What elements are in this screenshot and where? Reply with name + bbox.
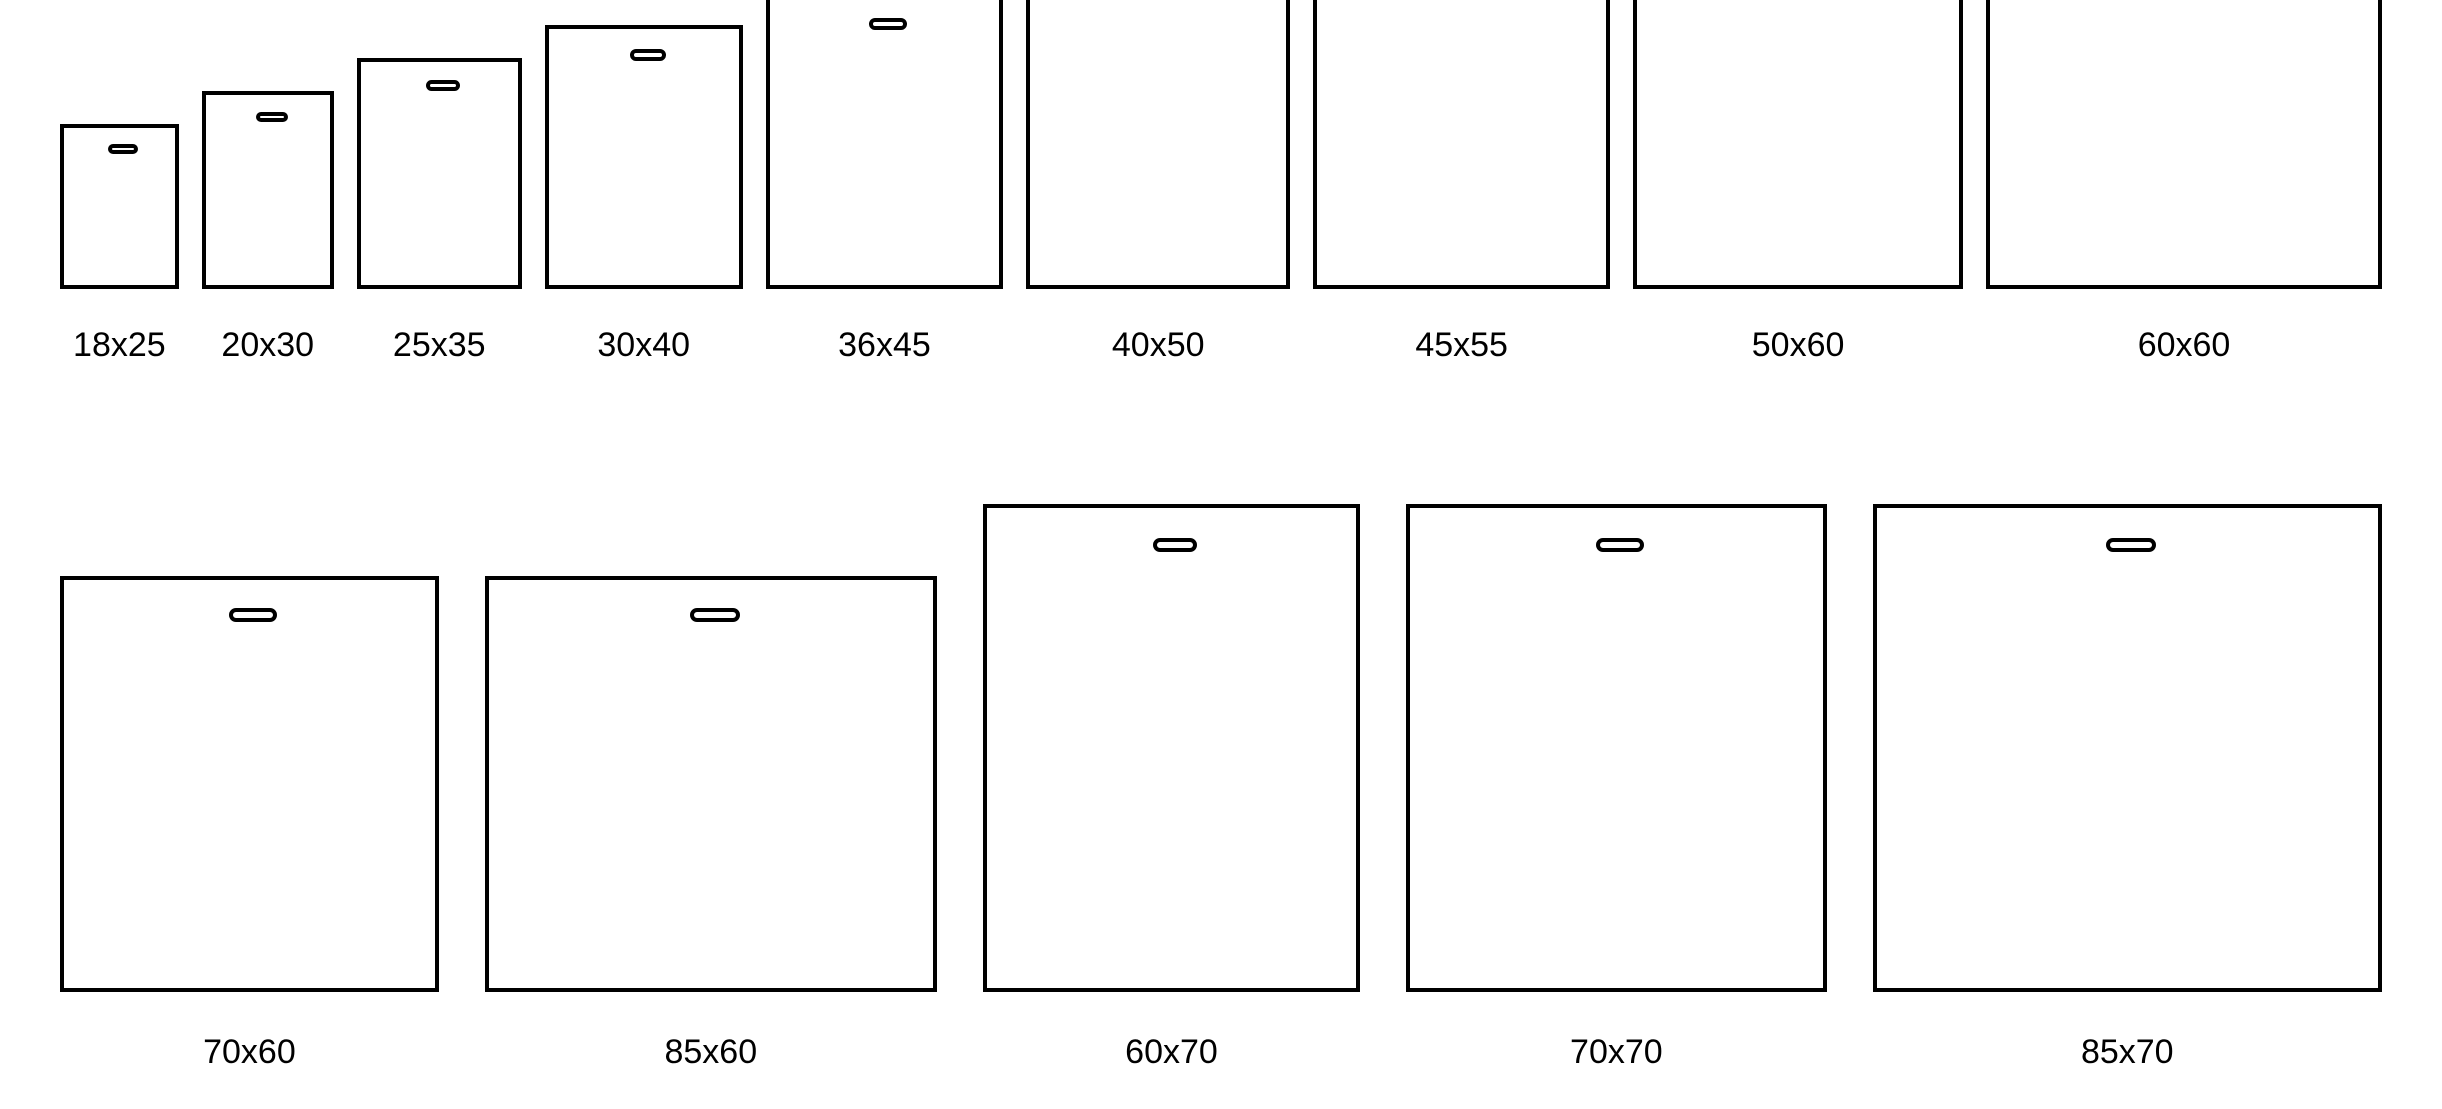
bag-36-45	[766, 0, 1004, 289]
bag-size-label: 25x35	[357, 326, 522, 365]
bag-size-label: 20x30	[198, 326, 338, 365]
bag-handle-icon	[1596, 538, 1644, 552]
bag-size-label: 45x55	[1313, 326, 1610, 365]
bag-size-label: 36x45	[766, 326, 1004, 365]
bag-85-60	[485, 576, 937, 992]
bag-40-50	[1026, 0, 1290, 289]
bag-size-diagram: 18x2520x30 25x35 30x40 36x45 40x50 45x55 50x60…	[0, 0, 2442, 1109]
bag-size-label: 70x60	[60, 1033, 439, 1072]
bag-70-70	[1406, 504, 1826, 992]
bag-size-label: 60x60	[1986, 326, 2382, 365]
bag-30-40	[545, 25, 743, 289]
bag-handle-icon	[2106, 538, 2156, 552]
bag-45-55	[1313, 0, 1610, 289]
bag-handle-icon	[869, 18, 907, 30]
bag-size-label: 85x70	[1873, 1033, 2382, 1072]
bag-20-30	[202, 91, 334, 289]
bag-50-60	[1633, 0, 1963, 289]
bag-85-70	[1873, 504, 2382, 992]
bag-handle-icon	[426, 80, 460, 91]
bag-60-70	[983, 504, 1360, 992]
bag-handle-icon	[690, 608, 740, 622]
bag-70-60	[60, 576, 439, 992]
bag-18-25	[60, 124, 179, 289]
bag-handle-icon	[256, 112, 288, 122]
bag-25-35	[357, 58, 522, 289]
bag-handle-icon	[630, 49, 666, 61]
bag-handle-icon	[108, 144, 138, 154]
bag-size-label: 18x25	[49, 326, 189, 365]
bag-size-label: 70x70	[1406, 1033, 1826, 1072]
bag-handle-icon	[1153, 538, 1197, 552]
bag-size-label: 50x60	[1633, 326, 1963, 365]
bag-size-label: 60x70	[983, 1033, 1360, 1072]
bag-size-label: 40x50	[1026, 326, 1290, 365]
bag-size-label: 30x40	[545, 326, 743, 365]
bag-size-label: 85x60	[485, 1033, 937, 1072]
bag-60-60	[1986, 0, 2382, 289]
bag-handle-icon	[229, 608, 277, 622]
